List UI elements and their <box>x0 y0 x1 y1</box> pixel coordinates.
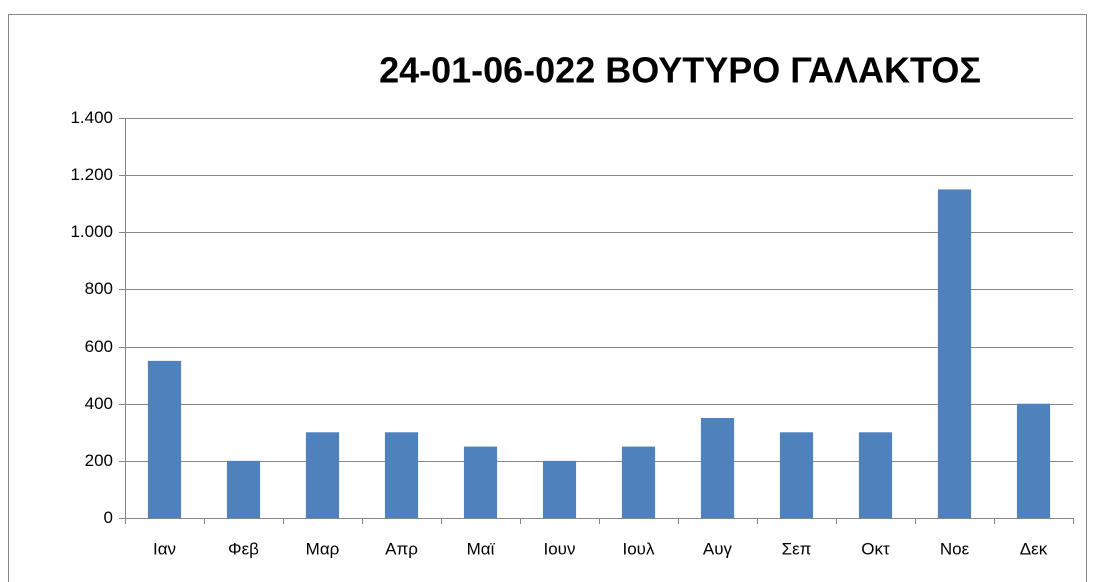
x-tick-label: Οκτ <box>861 539 890 558</box>
bar <box>305 432 340 518</box>
bar <box>700 418 735 518</box>
y-tick-label: 800 <box>85 279 113 298</box>
chart-title: 24-01-06-022 ΒΟΥΤΥΡΟ ΓΑΛΑΚΤΟΣ <box>379 50 981 91</box>
bar <box>621 446 656 518</box>
bar <box>147 360 182 518</box>
bar <box>858 432 893 518</box>
bar <box>463 446 498 518</box>
x-tick-label: Αυγ <box>703 539 733 558</box>
x-tick-label: Μαρ <box>306 539 340 558</box>
y-tick-label: 600 <box>85 337 113 356</box>
x-tick-label: Ιουν <box>544 539 576 558</box>
y-tick-label: 1.400 <box>70 108 113 127</box>
y-tick-label: 200 <box>85 451 113 470</box>
x-tick-label: Ιουλ <box>623 539 655 558</box>
x-tick-label: Φεβ <box>228 539 259 558</box>
y-tick-label: 400 <box>85 394 113 413</box>
x-tick-label: Νοε <box>940 539 970 558</box>
y-tick-label: 1.000 <box>70 222 113 241</box>
y-tick-label: 1.200 <box>70 165 113 184</box>
bar <box>542 460 577 518</box>
bar <box>937 189 972 518</box>
x-tick-label: Μαϊ <box>467 539 496 558</box>
bar <box>384 432 419 518</box>
bar <box>779 432 814 518</box>
bar <box>1016 403 1051 518</box>
x-tick-label: Σεπ <box>782 539 812 558</box>
x-tick-label: Δεκ <box>1020 539 1048 558</box>
bar <box>226 460 261 518</box>
x-tick-label: Απρ <box>385 539 418 558</box>
y-tick-label: 0 <box>104 508 113 527</box>
x-tick-label: Ιαν <box>153 539 176 558</box>
